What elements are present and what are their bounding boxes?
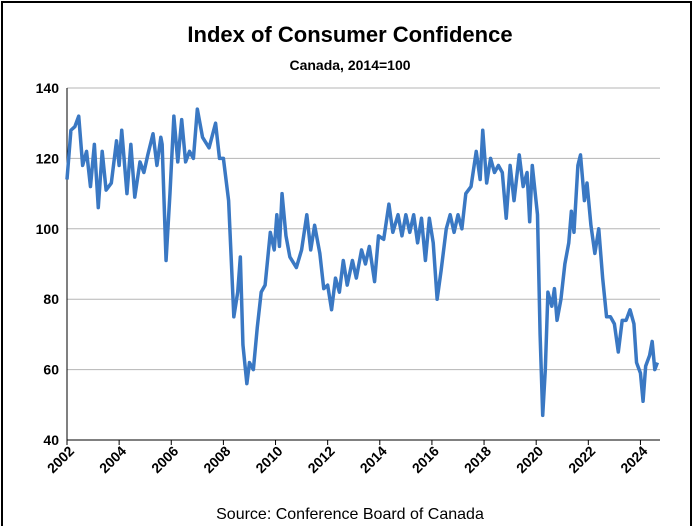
- x-tick-label: 2004: [96, 443, 129, 476]
- x-tick-label: 2014: [357, 443, 390, 476]
- x-tick-label: 2006: [148, 443, 181, 476]
- y-tick-label: 120: [36, 150, 60, 166]
- chart-title: Index of Consumer Confidence: [187, 22, 512, 47]
- x-tick-label: 2024: [617, 443, 650, 476]
- x-tick-label: 2016: [409, 443, 442, 476]
- x-tick-label: 2020: [513, 443, 546, 476]
- chart-subtitle: Canada, 2014=100: [289, 57, 410, 73]
- x-tick-label: 2012: [304, 443, 337, 476]
- x-tick-label: 2010: [252, 443, 285, 476]
- y-tick-label: 100: [36, 221, 60, 237]
- y-tick-label: 140: [36, 80, 60, 96]
- data-line: [65, 107, 660, 418]
- y-tick-label: 40: [43, 432, 59, 448]
- x-tick-label: 2008: [200, 443, 233, 476]
- x-tick-label: 2018: [461, 443, 494, 476]
- x-tick-label: 2022: [565, 443, 598, 476]
- y-tick-label: 60: [43, 362, 59, 378]
- source-note: Source: Conference Board of Canada: [216, 506, 484, 523]
- y-tick-label: 80: [43, 291, 59, 307]
